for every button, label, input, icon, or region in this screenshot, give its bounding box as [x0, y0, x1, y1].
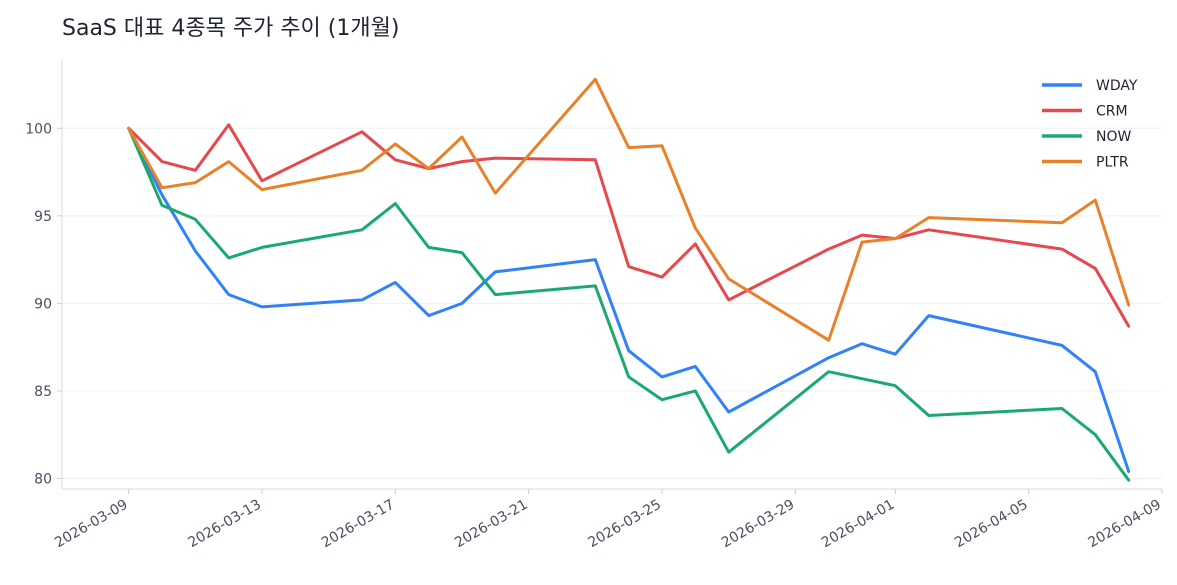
series-line-now: [127, 126, 1131, 482]
x-tick-label: 2026-03-17: [319, 497, 397, 552]
legend-label-now: NOW: [1096, 129, 1131, 145]
y-tick-label: 90: [34, 296, 52, 312]
series-lines: [127, 77, 1131, 482]
x-tick-label: 2026-04-01: [819, 497, 897, 552]
y-tick-label: 85: [34, 384, 52, 400]
series-line-crm: [127, 123, 1131, 328]
x-tick-label: 2026-04-09: [1086, 497, 1164, 552]
x-tick-label: 2026-04-05: [952, 497, 1030, 552]
x-tick-label: 2026-03-21: [452, 497, 530, 552]
y-tick-label: 95: [34, 209, 52, 225]
legend-label-pltr: PLTR: [1096, 155, 1129, 171]
x-tick-label: 2026-03-29: [719, 497, 797, 552]
legend: WDAY CRM NOW PLTR: [1042, 78, 1138, 171]
legend-label-wday: WDAY: [1096, 78, 1138, 94]
y-tick-label: 80: [34, 471, 52, 487]
x-tick-label: 2026-03-09: [52, 497, 130, 552]
legend-label-crm: CRM: [1096, 104, 1128, 120]
y-tick-label: 100: [25, 121, 52, 137]
axes: 80 85 90 95 100 2026-03-09 2026-03-13 2026-03-1…: [25, 60, 1164, 551]
series-line-wday: [127, 126, 1131, 473]
x-tick-label: 2026-03-25: [586, 497, 664, 552]
chart-title: SaaS 대표 4종목 주가 추이 (1개월): [62, 16, 400, 41]
x-tick-label: 2026-03-13: [186, 497, 264, 552]
series-line-pltr: [127, 77, 1131, 342]
